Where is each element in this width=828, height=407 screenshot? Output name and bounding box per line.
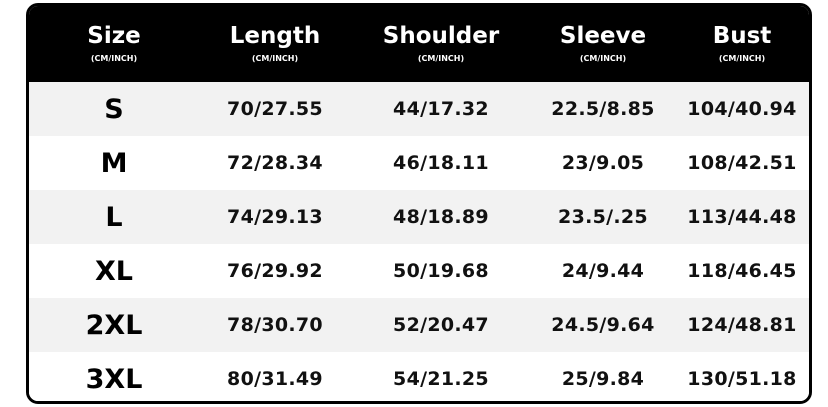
table-cell: 50/19.68: [351, 260, 531, 282]
table-cell: 54/21.25: [351, 368, 531, 390]
column-unit: (CM/INCH): [417, 54, 465, 63]
table-cell: 118/46.45: [675, 260, 809, 282]
table-cell: XL: [29, 256, 199, 287]
size-label: XL: [94, 255, 134, 287]
size-label: 3XL: [85, 363, 143, 395]
table-row: S 70/27.55 44/17.32 22.5/8.85 104/40.94: [29, 82, 809, 136]
table-cell: 46/18.11: [351, 152, 531, 174]
measurement: 118/46.45: [687, 260, 797, 282]
table-cell: 78/30.70: [199, 314, 351, 336]
header-row: Size (CM/INCH) Length (CM/INCH) Shoulder (CM/…: [29, 6, 809, 82]
measurement: 76/29.92: [227, 260, 323, 282]
header-cell: Length (CM/INCH): [199, 22, 351, 66]
measurement: 24.5/9.64: [551, 314, 655, 336]
column-title: Sleeve: [559, 23, 647, 49]
table-cell: 104/40.94: [675, 98, 809, 120]
table-cell: 76/29.92: [199, 260, 351, 282]
table-cell: M: [29, 148, 199, 179]
measurement: 80/31.49: [227, 368, 323, 390]
column-unit: (CM/INCH): [718, 54, 766, 63]
measurement: 130/51.18: [687, 368, 797, 390]
table-cell: 108/42.51: [675, 152, 809, 174]
table-cell: 23.5/.25: [531, 206, 675, 228]
header-cell: Size (CM/INCH): [29, 22, 199, 66]
table-cell: 48/18.89: [351, 206, 531, 228]
measurement: 54/21.25: [393, 368, 489, 390]
table-cell: S: [29, 94, 199, 125]
header-cell: Bust (CM/INCH): [675, 22, 809, 66]
table-cell: 44/17.32: [351, 98, 531, 120]
measurement: 72/28.34: [227, 152, 323, 174]
column-unit: (CM/INCH): [251, 54, 299, 63]
column-title: Length: [229, 23, 321, 49]
measurement: 74/29.13: [227, 206, 323, 228]
size-label: L: [105, 201, 123, 233]
measurement: 25/9.84: [561, 368, 645, 390]
size-label: S: [104, 93, 124, 125]
measurement: 52/20.47: [393, 314, 489, 336]
table-cell: 24/9.44: [531, 260, 675, 282]
size-label: 2XL: [85, 309, 143, 341]
measurement: 23.5/.25: [558, 206, 648, 228]
table-cell: 113/44.48: [675, 206, 809, 228]
measurement: 108/42.51: [687, 152, 797, 174]
measurement: 23/9.05: [561, 152, 645, 174]
measurement: 46/18.11: [393, 152, 489, 174]
table-cell: 52/20.47: [351, 314, 531, 336]
table-cell: 124/48.81: [675, 314, 809, 336]
header-cell: Shoulder (CM/INCH): [351, 22, 531, 66]
measurement: 22.5/8.85: [551, 98, 655, 120]
measurement: 113/44.48: [687, 206, 797, 228]
table-row: 2XL 78/30.70 52/20.47 24.5/9.64 124/48.81: [29, 298, 809, 352]
table-cell: 25/9.84: [531, 368, 675, 390]
column-title: Size: [87, 23, 141, 49]
table-cell: 3XL: [29, 364, 199, 395]
column-unit: (CM/INCH): [579, 54, 627, 63]
column-unit: (CM/INCH): [90, 54, 138, 63]
size-chart-table: Size (CM/INCH) Length (CM/INCH) Shoulder (CM/…: [26, 3, 812, 404]
measurement: 50/19.68: [393, 260, 489, 282]
table-row: L 74/29.13 48/18.89 23.5/.25 113/44.48: [29, 190, 809, 244]
header-cell: Sleeve (CM/INCH): [531, 22, 675, 66]
measurement: 104/40.94: [687, 98, 797, 120]
measurement: 78/30.70: [227, 314, 323, 336]
table-cell: L: [29, 202, 199, 233]
measurement: 24/9.44: [561, 260, 645, 282]
table-row: M 72/28.34 46/18.11 23/9.05 108/42.51: [29, 136, 809, 190]
column-title: Shoulder: [382, 23, 500, 49]
table-cell: 24.5/9.64: [531, 314, 675, 336]
table-row: XL 76/29.92 50/19.68 24/9.44 118/46.45: [29, 244, 809, 298]
size-label: M: [100, 147, 128, 179]
measurement: 70/27.55: [227, 98, 323, 120]
measurement: 48/18.89: [393, 206, 489, 228]
column-title: Bust: [712, 23, 772, 49]
table-cell: 2XL: [29, 310, 199, 341]
table-cell: 130/51.18: [675, 368, 809, 390]
table-cell: 80/31.49: [199, 368, 351, 390]
table-cell: 23/9.05: [531, 152, 675, 174]
table-row: 3XL 80/31.49 54/21.25 25/9.84 130/51.18: [29, 352, 809, 401]
table-cell: 72/28.34: [199, 152, 351, 174]
measurement: 44/17.32: [393, 98, 489, 120]
measurement: 124/48.81: [687, 314, 797, 336]
table-cell: 74/29.13: [199, 206, 351, 228]
table-cell: 70/27.55: [199, 98, 351, 120]
table-cell: 22.5/8.85: [531, 98, 675, 120]
